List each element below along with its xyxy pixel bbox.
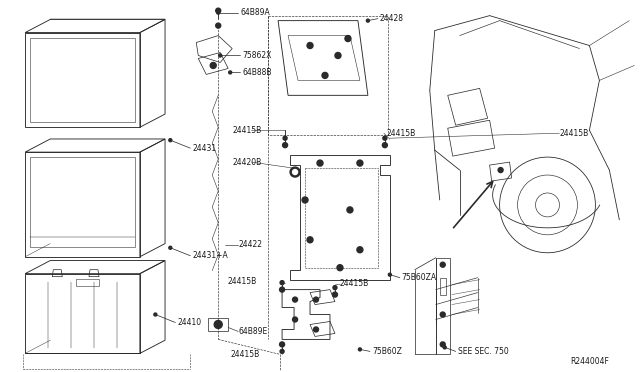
Text: 24410: 24410 [177,318,202,327]
Text: 24415B: 24415B [227,277,257,286]
Circle shape [357,247,363,253]
Circle shape [210,62,216,68]
Circle shape [216,8,221,13]
Text: 24431+A: 24431+A [192,251,228,260]
Circle shape [280,280,284,285]
Circle shape [302,197,308,203]
Circle shape [217,11,220,14]
Circle shape [307,42,313,48]
Circle shape [283,136,287,140]
Circle shape [292,170,298,174]
Circle shape [333,286,337,290]
Text: 64B89E: 64B89E [238,327,268,336]
Text: SEE SEC. 750: SEE SEC. 750 [458,347,508,356]
Text: R244004F: R244004F [570,357,609,366]
Text: 64B89A: 64B89A [240,8,270,17]
Circle shape [283,143,287,148]
Text: 24415B: 24415B [340,279,369,288]
Circle shape [498,167,503,173]
Circle shape [440,262,445,267]
Circle shape [292,317,298,322]
Circle shape [317,160,323,166]
Text: 24420B: 24420B [232,158,262,167]
Circle shape [332,292,337,297]
Circle shape [169,139,172,142]
Circle shape [357,160,363,166]
Circle shape [345,36,351,42]
Circle shape [216,23,221,28]
Circle shape [292,297,298,302]
Circle shape [383,136,387,140]
Circle shape [154,313,157,316]
Text: 24428: 24428 [380,14,404,23]
Circle shape [314,297,319,302]
Circle shape [228,71,232,74]
Circle shape [337,265,343,271]
Circle shape [440,312,445,317]
Text: 24415B: 24415B [230,350,259,359]
Circle shape [280,342,285,347]
Circle shape [440,342,445,347]
Circle shape [307,237,313,243]
Text: 75862X: 75862X [242,51,271,60]
Circle shape [335,52,341,58]
Text: 75B60ZA: 75B60ZA [402,273,437,282]
Text: 24415B: 24415B [387,129,416,138]
Circle shape [388,273,391,276]
Circle shape [382,143,387,148]
Text: 24415B: 24415B [232,126,262,135]
Circle shape [169,246,172,249]
Circle shape [290,167,300,177]
Text: 24431: 24431 [192,144,216,153]
Circle shape [214,321,222,328]
Circle shape [280,349,284,353]
Text: 75B60Z: 75B60Z [372,347,402,356]
Text: 24415B: 24415B [559,129,589,138]
Circle shape [358,348,362,351]
Circle shape [347,207,353,213]
Circle shape [322,73,328,78]
Text: 64B88B: 64B88B [242,68,271,77]
Text: 24422: 24422 [238,240,262,249]
Circle shape [444,346,446,349]
Circle shape [280,287,285,292]
Circle shape [219,54,221,57]
Circle shape [366,19,369,22]
Circle shape [314,327,319,332]
